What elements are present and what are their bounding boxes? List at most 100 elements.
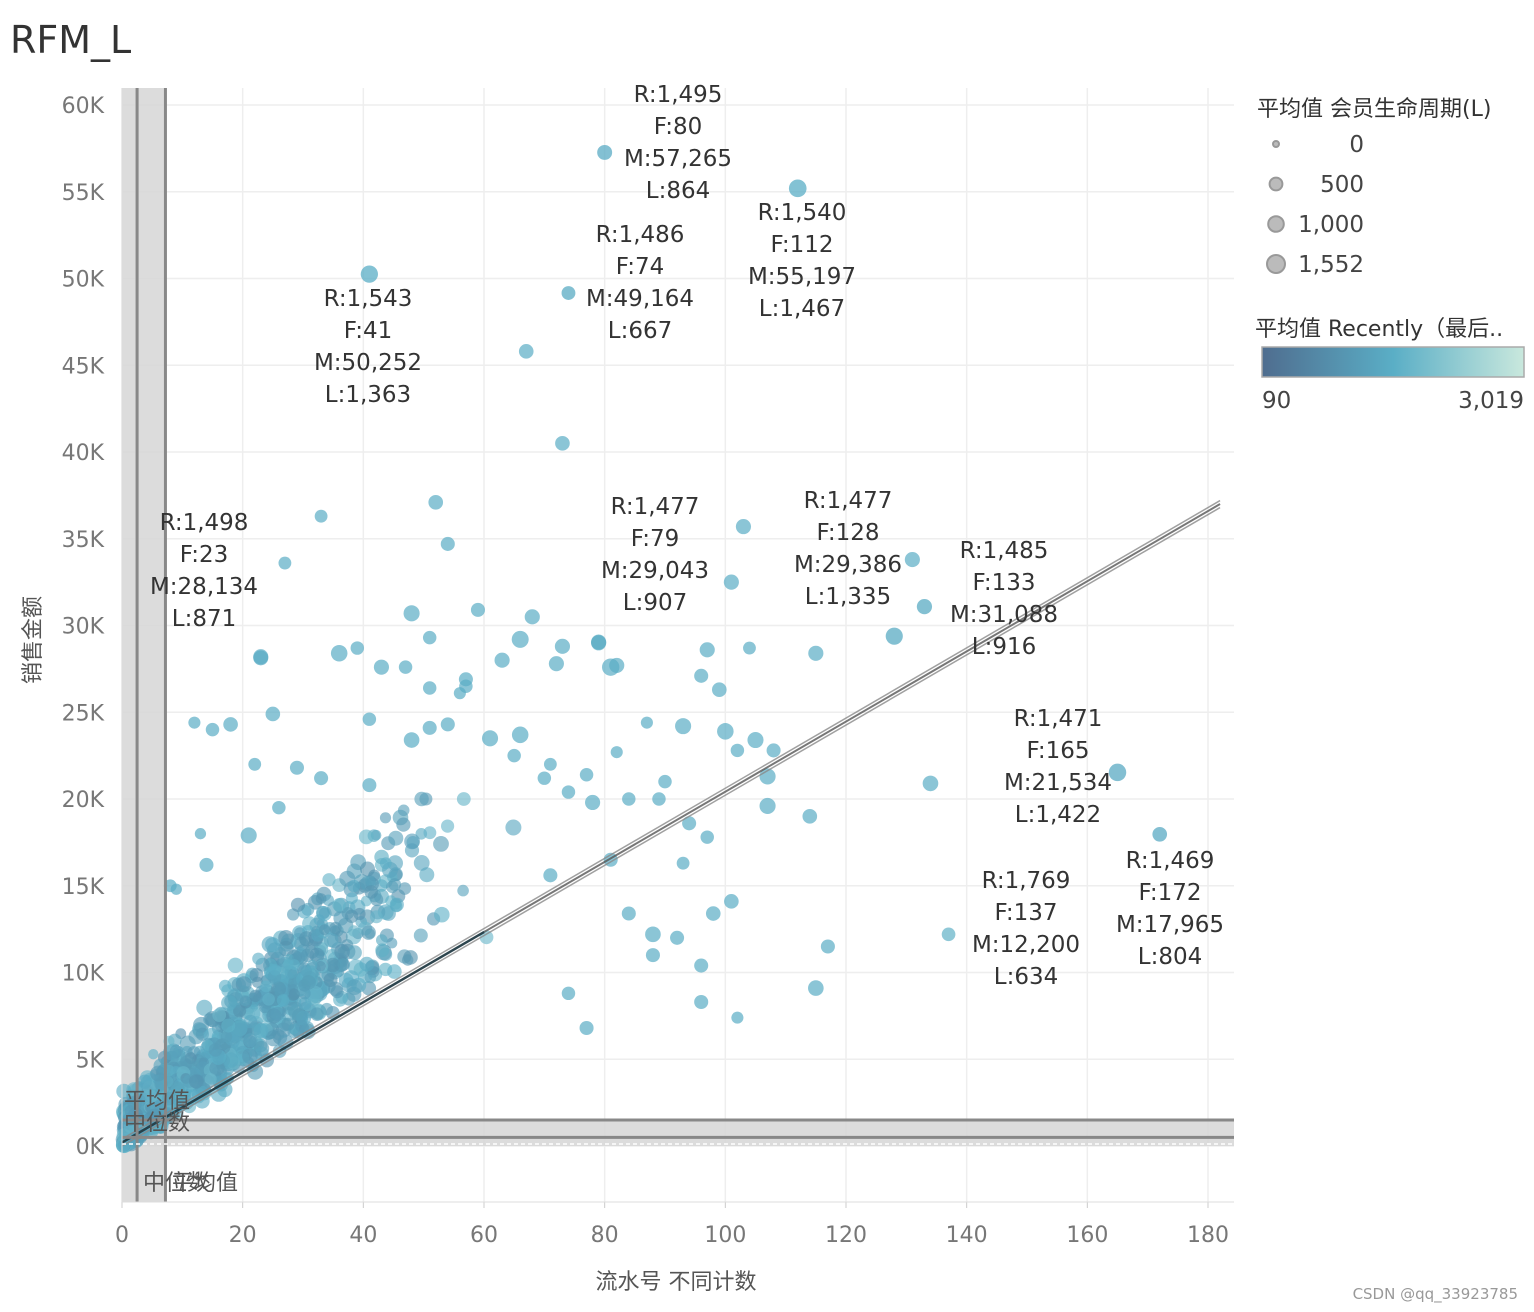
data-point — [579, 1020, 594, 1036]
cluster-point — [347, 945, 362, 960]
y-tick-label: 0K — [76, 1135, 105, 1160]
labeled-data-point — [253, 650, 269, 666]
cluster-point — [359, 956, 375, 972]
point-label-line: M:29,386 — [794, 552, 902, 578]
cluster-point — [298, 997, 312, 1010]
data-point — [610, 746, 623, 759]
data-point — [272, 800, 286, 815]
point-label-line: L:1,363 — [325, 382, 411, 408]
size-legend-swatch — [1267, 215, 1285, 233]
y-tick-label: 15K — [62, 875, 105, 900]
point-label-line: R:1,543 — [324, 286, 413, 312]
data-point — [743, 641, 756, 655]
cluster-point — [150, 1065, 167, 1082]
data-point — [802, 809, 818, 824]
cluster-point — [254, 1046, 269, 1061]
cluster-point — [364, 971, 377, 984]
cluster-point — [433, 836, 449, 852]
point-label-line: M:21,534 — [1004, 770, 1112, 796]
data-point — [422, 630, 437, 645]
point-label: R:1,477 F:128 M:29,386 L:1,335 — [794, 488, 902, 610]
cluster-point — [376, 934, 388, 946]
cluster-point — [413, 928, 428, 943]
y-tick-label: 35K — [62, 528, 105, 553]
y-reference-band — [122, 1119, 1234, 1146]
point-label-line: L:1,422 — [1015, 802, 1101, 828]
cluster-point — [262, 993, 275, 1006]
data-point — [481, 730, 499, 747]
data-point — [724, 894, 739, 909]
data-point — [524, 609, 540, 625]
data-point — [403, 732, 420, 748]
data-point — [694, 668, 709, 683]
cluster-point — [188, 1028, 204, 1045]
cluster-point — [153, 1099, 165, 1111]
point-label-line: L:916 — [972, 634, 1036, 660]
cluster-point — [298, 987, 311, 1000]
cluster-point — [310, 1007, 324, 1021]
cluster-point — [243, 1014, 258, 1029]
point-label-line: M:28,134 — [150, 574, 258, 600]
y-tick-label: 55K — [62, 181, 105, 206]
size-legend-label: 1,000 — [1298, 212, 1364, 238]
cluster-point — [270, 1006, 285, 1021]
x-reference-band — [122, 88, 166, 1202]
cluster-point — [260, 980, 272, 993]
cluster-point — [221, 995, 237, 1011]
cluster-point — [348, 925, 360, 937]
size-legend-label: 1,552 — [1298, 252, 1364, 278]
point-label: R:1,477 F:79 M:29,043 L:907 — [601, 494, 709, 616]
point-label-line: R:1,540 — [758, 200, 847, 226]
x-mean-label: 平均值 — [172, 1171, 238, 1196]
point-label-line: M:49,164 — [586, 286, 694, 312]
labeled-data-point — [597, 144, 613, 160]
cluster-point — [269, 964, 281, 976]
data-point — [705, 906, 721, 921]
cluster-point — [364, 885, 379, 899]
point-label: R:1,498 F:23 M:28,134 L:871 — [150, 510, 258, 632]
data-point — [561, 986, 576, 1001]
cluster-point — [414, 791, 429, 807]
data-point — [723, 574, 739, 590]
point-label-line: F:172 — [1138, 880, 1201, 906]
cluster-point — [288, 1004, 305, 1021]
point-label-line: F:74 — [616, 254, 664, 280]
data-point — [922, 775, 939, 792]
point-label: R:1,469 F:172 M:17,965 L:804 — [1116, 848, 1224, 970]
point-label-line: F:23 — [180, 542, 228, 568]
data-point — [511, 726, 529, 744]
data-point — [735, 519, 752, 535]
cluster-point — [212, 1008, 227, 1022]
cluster-point — [358, 829, 374, 845]
labeled-data-point — [561, 286, 576, 300]
y-tick-label: 5K — [76, 1048, 105, 1073]
y-axis-title: 销售金额 — [21, 596, 46, 684]
y-median-label: 中位数 — [124, 1111, 190, 1136]
data-point — [205, 722, 220, 737]
cluster-point — [346, 979, 363, 996]
data-point — [808, 980, 824, 996]
cluster-point — [306, 985, 323, 1002]
x-axis-title: 流水号 不同计数 — [596, 1270, 757, 1295]
cluster-point — [249, 968, 264, 982]
labeled-data-point — [1152, 826, 1168, 842]
point-label-line: F:133 — [972, 570, 1035, 596]
data-point — [537, 771, 552, 785]
point-label: R:1,485 F:133 M:31,088 L:916 — [950, 538, 1058, 660]
data-points — [163, 144, 1168, 1036]
data-point — [652, 792, 666, 806]
cluster-point — [315, 893, 327, 904]
cluster-point — [375, 943, 390, 958]
point-label-line: L:871 — [172, 606, 236, 632]
point-label-line: R:1,769 — [982, 868, 1071, 894]
x-tick-label: 100 — [704, 1223, 746, 1248]
point-label-line: L:907 — [623, 590, 687, 616]
cluster-point — [196, 999, 213, 1016]
data-point — [199, 857, 214, 872]
data-point — [554, 638, 571, 654]
point-label-line: L:804 — [1138, 944, 1202, 970]
color-legend-min: 90 — [1262, 388, 1291, 414]
data-point — [330, 644, 348, 662]
cluster-point — [208, 1043, 223, 1057]
